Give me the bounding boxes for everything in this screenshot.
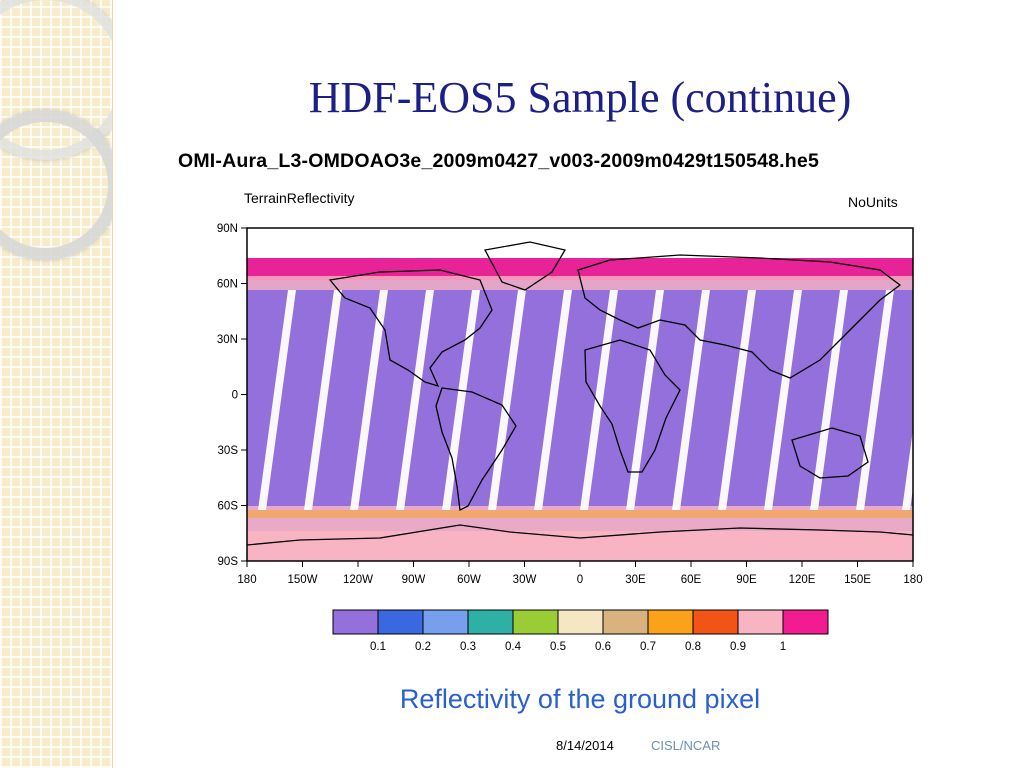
orbit-gap-stripe <box>626 290 664 510</box>
lon-tick-label: 90E <box>736 574 757 586</box>
colorbar-label: 0.1 <box>370 641 386 653</box>
colorbar-swatch <box>422 609 469 635</box>
colorbar-label: 0.9 <box>730 641 746 653</box>
slide-title: HDF-EOS5 Sample (continue) <box>308 73 852 122</box>
lat-tick-label: 90S <box>218 556 239 568</box>
colorbar: 0.1 0.2 0.3 0.4 0.5 0.6 0.7 0.8 0.9 1 <box>332 609 829 653</box>
orbit-gap-stripe <box>488 290 526 510</box>
colorbar-swatch <box>692 609 739 635</box>
orbit-gap-stripe <box>534 290 572 510</box>
lon-tick-label: 150W <box>287 574 317 586</box>
lon-tick-label: 180 <box>903 574 922 586</box>
lon-tick-label: 30E <box>625 574 646 586</box>
eurasia-coast <box>577 254 902 379</box>
coastlines <box>246 241 914 546</box>
colorbar-label: 0.7 <box>640 641 656 653</box>
lat-tick-label: 90N <box>217 223 238 235</box>
plot-units-label: NoUnits <box>848 194 898 210</box>
lat-tick-label: 60N <box>217 279 238 291</box>
lon-tick-label: 0 <box>577 574 583 586</box>
lon-tick-label: 120E <box>789 574 816 586</box>
australia-coast <box>791 427 869 479</box>
colorbar-swatch <box>557 609 604 635</box>
plot-file-title: OMI-Aura_L3-OMDOAO3e_2009m0427_v003-2009… <box>178 150 819 172</box>
reflectivity-map-figure: 90N 60N 30N 0 30S 60S 90S 180 150W 120W 90W 60W 30W… <box>217 223 940 653</box>
antarctica-coast <box>246 524 914 546</box>
orbit-gap-stripe <box>580 290 618 510</box>
world-map <box>246 227 940 562</box>
orbit-gap-stripe <box>396 290 434 510</box>
colorbar-swatch <box>332 609 379 635</box>
decorative-ring-bottom <box>0 110 112 260</box>
footer-date: 8/14/2014 <box>556 738 614 753</box>
orbit-gap-stripe <box>902 290 940 510</box>
arctic-mixed-band <box>247 276 913 290</box>
colorbar-label: 0.3 <box>460 641 476 653</box>
longitude-axis: 180 150W 120W 90W 60W 30W 0 30E 60E 90E 120E 150E 18… <box>237 561 923 586</box>
colorbar-swatch <box>512 609 559 635</box>
lat-tick-label: 30N <box>217 334 238 346</box>
africa-coast <box>584 339 681 473</box>
colorbar-swatch <box>377 609 424 635</box>
orbit-gap-stripe <box>764 290 802 510</box>
footer-organization: CISL/NCAR <box>651 738 721 753</box>
colorbar-swatch <box>602 609 649 635</box>
lon-tick-label: 60E <box>681 574 702 586</box>
colorbar-label: 0.8 <box>685 641 701 653</box>
slide-caption: Reflectivity of the ground pixel <box>399 684 761 714</box>
lat-tick-label: 0 <box>232 390 238 402</box>
lon-tick-label: 30W <box>513 574 537 586</box>
lat-tick-label: 60S <box>218 501 239 513</box>
antarctic-high-band <box>247 531 913 561</box>
orbit-gap-stripe <box>672 290 710 510</box>
colorbar-label: 0.2 <box>415 641 431 653</box>
decorative-side-strip <box>0 0 113 768</box>
lat-tick-label: 30S <box>218 445 239 457</box>
north-america-coast <box>328 269 493 388</box>
colorbar-label: 0.4 <box>505 641 522 653</box>
lon-tick-label: 90W <box>402 574 426 586</box>
greenland-coast <box>484 241 567 291</box>
south-america-coast <box>435 387 517 511</box>
lon-tick-label: 150E <box>844 574 871 586</box>
no-data-north <box>247 228 913 258</box>
colorbar-label: 1 <box>780 641 786 653</box>
orbit-gap-stripe <box>810 290 848 510</box>
colorbar-swatch <box>737 609 784 635</box>
southern-orange-band <box>247 510 913 518</box>
plot-variable-name: TerrainReflectivity <box>244 190 355 206</box>
orbit-gap-stripe <box>350 290 388 510</box>
colorbar-label: 0.5 <box>550 641 566 653</box>
lon-tick-label: 60W <box>457 574 481 586</box>
lon-tick-label: 180 <box>237 574 256 586</box>
orbit-gap-stripe <box>718 290 756 510</box>
colorbar-label: 0.6 <box>595 641 611 653</box>
orbit-gap-stripes <box>258 290 940 510</box>
colorbar-swatch <box>647 609 694 635</box>
latitude-axis: 90N 60N 30N 0 30S 60S 90S <box>217 223 247 568</box>
colorbar-swatch <box>467 609 514 635</box>
orbit-gap-stripe <box>304 290 342 510</box>
orbit-gap-stripe <box>258 290 296 510</box>
lon-tick-label: 120W <box>343 574 373 586</box>
colorbar-swatch <box>782 609 829 635</box>
